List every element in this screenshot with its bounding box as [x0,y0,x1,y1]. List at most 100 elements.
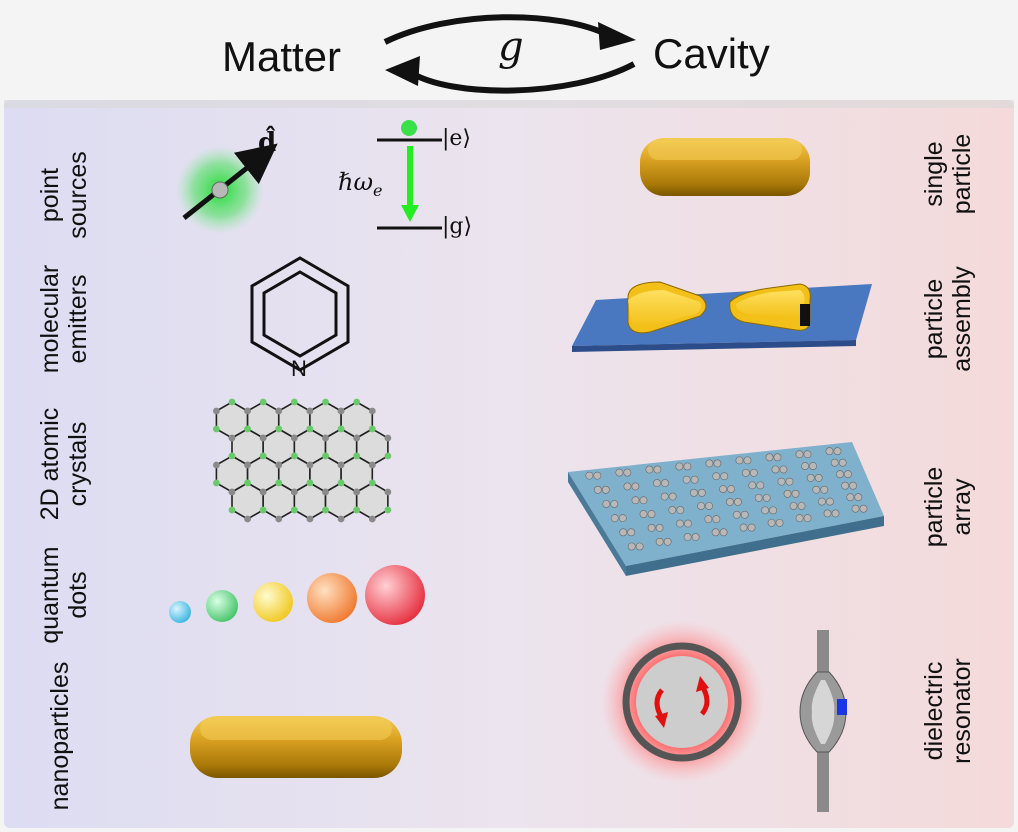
lattice-atom [228,452,236,460]
array-particle [705,459,714,468]
lattice-atom [368,425,376,433]
lattice-atom [213,479,220,487]
array-particle [615,468,624,477]
array-particle [645,465,654,474]
lattice-atom [353,506,361,514]
array-particle [653,479,661,487]
array-particle [727,485,735,493]
array-particle [789,502,798,510]
matter-title: Matter [222,33,342,80]
dipole-emitter-icon [176,143,278,234]
label-line: dots [64,571,92,619]
array-particle [785,477,794,486]
hexagonal-lattice-icon [213,398,392,523]
lattice-atom [228,488,236,496]
array-particle [795,514,804,523]
array-particle [676,519,684,528]
array-particle [814,474,823,482]
array-particle [661,479,669,487]
label-quantum-dots: quantum dots [36,540,94,650]
lattice-cell [324,482,358,520]
array-particle [697,488,706,497]
lattice-atom [353,488,361,496]
lattice-atom [337,425,345,433]
array-particle [743,456,752,465]
quantum-dot [307,573,357,623]
array-particle [771,465,780,474]
array-particle [719,485,727,493]
array-particle [806,474,815,482]
array-particle [619,528,628,537]
array-particle [660,492,669,501]
lattice-atom [368,407,376,415]
array-particle [647,510,656,518]
label-line: emitters [64,274,92,364]
lattice-atom [228,506,236,514]
lattice-atom [306,407,314,415]
array-particle [691,533,700,541]
lattice-atom [337,407,345,415]
array-particle [838,458,847,467]
array-particle [653,465,662,474]
array-particle [711,528,720,537]
cavity-title: Cavity [653,30,770,77]
label-nanoparticles: nanoparticles [46,651,76,821]
energy-symbol: ℏω [338,168,374,196]
array-particle [676,506,685,514]
lattice-atom [384,506,392,514]
lattice-atom [353,434,361,442]
array-particle [803,514,812,523]
array-particle [820,485,829,494]
array-particle [618,514,627,523]
array-particle [740,510,749,519]
two-level-system-icon [377,120,442,230]
array-particle [843,470,852,479]
array-particle [801,462,809,470]
lattice-atom [213,425,220,433]
array-particle [809,462,817,470]
array-particle [777,477,786,486]
array-particle [854,493,863,502]
label-single-particle: single particle [920,119,978,229]
array-particle [783,489,792,498]
dipole-symbol: d̂ [258,128,277,158]
lattice-cell [293,482,327,520]
label-point-sources: point sources [36,140,94,250]
lattice-atom [259,452,267,460]
lattice-cell [262,482,296,520]
array-particle [779,465,788,474]
lattice-atom [259,506,267,514]
array-particle [631,482,640,491]
label-molecular-emitters: molecular emitters [36,251,94,387]
fiber-resonator-icon [799,630,847,812]
lattice-atom [275,425,283,433]
array-particle [849,481,858,490]
array-particle [762,493,771,502]
array-particle [713,459,722,468]
array-particle [823,509,832,518]
array-particle [623,468,632,477]
array-particle [610,500,619,508]
array-particle [769,506,778,515]
lattice-atom [244,479,251,487]
array-particle [601,485,610,494]
quantum-dot [206,590,238,622]
panel-top-shadow [4,100,1014,108]
lattice-atom [275,407,283,415]
coupling-symbol: g [498,24,524,70]
transition-energy-label: ℏωe [338,168,383,200]
lattice-atom [337,461,345,469]
array-particle [623,482,632,491]
backward-arrowhead [385,56,420,86]
label-line: sources [64,151,92,239]
array-particle [775,518,784,527]
lattice-atom [213,407,220,415]
array-particle [795,450,804,459]
array-particle [635,542,644,551]
array-particle [684,519,692,528]
lattice-atom [337,479,345,487]
array-particle [767,518,776,527]
array-particle [719,528,728,537]
lattice-atom [353,452,361,460]
